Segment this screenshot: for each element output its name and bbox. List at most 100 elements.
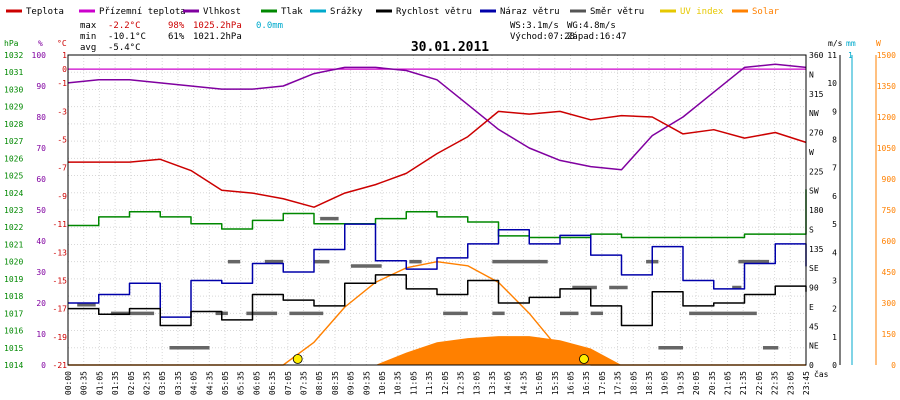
x-tick-label: 11:05 (409, 371, 418, 395)
legend-tlak: Tlak (281, 7, 303, 17)
hpa-tick-label: 1016 (4, 327, 23, 336)
legend-naraz-vetru: Náraz větru (500, 7, 560, 17)
legend-uv-index: UV index (680, 7, 724, 17)
pct-tick-label: 50 (36, 206, 46, 215)
legend-prizemni-teplota: Přízemní teplota (99, 7, 186, 17)
hpa-tick-label: 1030 (4, 85, 23, 94)
ms-tick-label: 10 (827, 79, 837, 88)
x-tick-label: 03:05 (158, 371, 167, 395)
hpa-tick-label: 1018 (4, 292, 23, 301)
w-tick-label: 1050 (877, 144, 896, 153)
axis-header-xlabel: čas (814, 369, 829, 379)
ms-tick-label: 6 (832, 192, 837, 201)
x-tick-label: 12:35 (457, 371, 466, 395)
ms-tick-label: 5 (832, 220, 837, 229)
x-tick-label: 22:35 (771, 371, 780, 395)
hpa-tick-label: 1019 (4, 275, 23, 284)
hpa-tick-label: 1032 (4, 51, 23, 60)
x-tick-label: 13:05 (472, 371, 481, 395)
degc-tick-label: 1 (62, 51, 67, 60)
w-tick-label: 150 (882, 330, 897, 339)
series (67, 63, 807, 366)
stats-min-temp: -10.1°C (108, 32, 146, 42)
x-tick-label: 04:05 (190, 371, 199, 395)
pct-tick-label: 10 (36, 330, 46, 339)
x-tick-label: 07:35 (300, 371, 309, 395)
ms-tick-label: 8 (832, 136, 837, 145)
ms-tick-label: 9 (832, 107, 837, 116)
degc-tick-label: 0 (62, 65, 67, 74)
w-tick-label: 1200 (877, 113, 896, 122)
legend-teplota: Teplota (26, 7, 64, 17)
ms-tick-label: 0 (832, 361, 837, 370)
degc-tick-label: -5 (57, 136, 67, 145)
degc-tick-label: -9 (57, 192, 67, 201)
x-tick-label: 15:35 (551, 371, 560, 395)
series-rychlost-vetru (68, 274, 807, 327)
dir-tick-label: NE (809, 342, 819, 351)
stats-max-hum: 98% (168, 21, 185, 31)
ms-tick-label: 2 (832, 305, 837, 314)
x-tick-label: 16:35 (582, 371, 591, 395)
hpa-tick-label: 1026 (4, 154, 23, 163)
w-tick-label: 0 (891, 361, 896, 370)
x-tick-label: 02:35 (143, 371, 152, 395)
dir-tick-label: S (809, 225, 814, 234)
mm-tick-label: 1 (848, 51, 853, 60)
x-tick-label: 21:35 (739, 371, 748, 395)
degc-tick-label: -1 (57, 79, 67, 88)
axis-header-mm: mm (846, 39, 856, 48)
x-tick-label: 00:35 (80, 371, 89, 395)
x-tick-label: 07:05 (284, 371, 293, 395)
dir-tick-label: 360 (809, 51, 824, 60)
hpa-tick-label: 1022 (4, 223, 23, 232)
series-teplota (68, 110, 807, 208)
degc-tick-label: -21 (53, 361, 68, 370)
x-tick-label: 13:35 (488, 371, 497, 395)
hpa-tick-label: 1023 (4, 206, 23, 215)
degc-tick-label: -17 (53, 305, 68, 314)
degc-tick-label: -11 (53, 220, 68, 229)
ms-tick-label: 7 (832, 164, 837, 173)
chart-title: 30.01.2011 (411, 40, 489, 55)
stats-min-hum: 61% (168, 32, 185, 42)
dir-tick-label: 0 (809, 361, 814, 370)
axis-header-w: W (876, 39, 881, 48)
dir-tick-label: SE (809, 264, 819, 273)
pct-tick-label: 60 (36, 175, 46, 184)
dir-tick-label: N (809, 70, 814, 79)
grid (67, 54, 807, 366)
x-tick-label: 05:05 (221, 371, 230, 395)
pct-tick-label: 70 (36, 144, 46, 153)
stats-min-press: 1021.2hPa (193, 32, 242, 42)
x-tick-label: 20:35 (708, 371, 717, 395)
dir-tick-label: SW (809, 187, 819, 196)
degc-tick-label: -3 (57, 107, 67, 116)
w-tick-label: 1350 (877, 82, 896, 91)
legend-srazky: Srážky (330, 7, 363, 17)
x-tick-label: 02:05 (127, 371, 136, 395)
x-tick-label: 23:45 (802, 371, 811, 395)
dir-tick-label: 315 (809, 90, 824, 99)
degc-tick-label: -7 (57, 164, 67, 173)
sun-marker (292, 354, 303, 364)
ms-tick-label: 4 (832, 248, 837, 257)
x-tick-label: 17:35 (614, 371, 623, 395)
x-tick-label: 06:05 (252, 371, 261, 395)
hpa-tick-label: 1028 (4, 120, 23, 129)
x-tick-label: 08:35 (331, 371, 340, 395)
x-tick-label: 01:35 (111, 371, 120, 395)
stats-max-temp: -2.2°C (108, 21, 141, 31)
x-tick-label: 16:05 (566, 371, 575, 395)
dir-tick-label: W (809, 148, 814, 157)
dir-tick-label: E (809, 303, 814, 312)
w-tick-label: 300 (882, 299, 897, 308)
w-tick-label: 1500 (877, 51, 896, 60)
x-tick-label: 10:05 (378, 371, 387, 395)
pct-tick-label: 0 (41, 361, 46, 370)
sun-marker (579, 354, 589, 364)
stats-sunset: Západ:16:47 (567, 32, 627, 42)
w-tick-label: 450 (882, 268, 897, 277)
pct-tick-label: 20 (36, 299, 46, 308)
